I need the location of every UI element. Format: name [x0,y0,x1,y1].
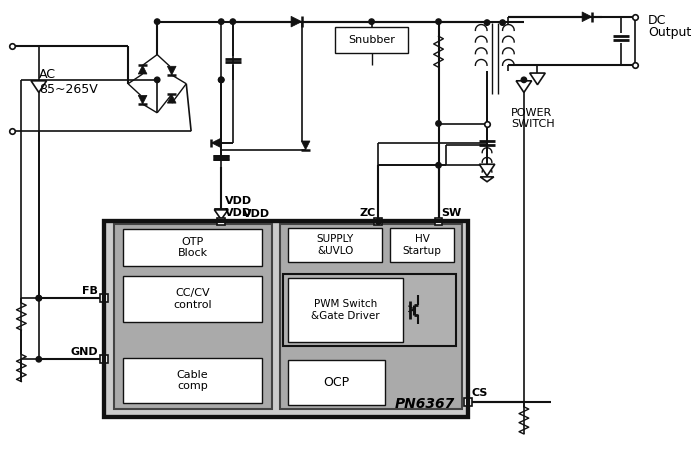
Polygon shape [138,95,147,104]
Bar [288,360,385,405]
Text: SW: SW [441,208,461,218]
Circle shape [369,19,375,24]
Bar [123,358,262,403]
Circle shape [218,77,224,83]
Bar [100,355,108,363]
Text: OCP: OCP [324,376,350,389]
Circle shape [376,219,381,224]
Circle shape [230,19,236,24]
Polygon shape [167,66,176,75]
Text: VDD: VDD [225,208,252,218]
Text: PN6367: PN6367 [395,397,455,411]
Bar [280,224,461,408]
Text: AC
85~265V: AC 85~265V [39,68,97,96]
Bar [284,274,456,346]
Bar [104,221,468,418]
Text: PWM Switch
&Gate Driver: PWM Switch &Gate Driver [311,299,379,321]
Bar [218,218,225,225]
Bar [288,228,382,262]
Circle shape [500,20,505,25]
Bar [104,221,468,418]
Circle shape [218,19,224,24]
Polygon shape [167,95,176,103]
Polygon shape [215,209,228,218]
Text: FB: FB [82,286,98,296]
Circle shape [36,295,42,301]
Circle shape [36,295,42,301]
Text: SUPPLY
&UVLO: SUPPLY &UVLO [317,235,354,256]
Bar [100,294,108,302]
Bar [464,398,471,406]
Text: POWER
SWITCH: POWER SWITCH [512,108,555,130]
Polygon shape [138,65,147,74]
Bar [390,228,454,262]
Text: GND: GND [70,348,98,358]
Circle shape [436,162,441,168]
Bar [335,28,409,53]
Polygon shape [516,81,532,93]
Text: VDD: VDD [225,196,252,206]
Text: OTP
Block: OTP Block [177,237,208,258]
Bar [123,229,262,266]
Circle shape [154,19,160,24]
Circle shape [436,121,441,126]
Bar [123,276,262,323]
Circle shape [376,219,381,224]
Bar [288,278,402,342]
Circle shape [36,357,42,362]
Circle shape [436,19,441,24]
Bar [113,224,272,408]
Text: VDD: VDD [243,209,270,218]
Text: Output: Output [648,26,692,39]
Circle shape [521,77,527,83]
Bar [375,218,382,225]
Polygon shape [480,164,495,176]
Polygon shape [301,141,310,150]
Text: Cable
comp: Cable comp [177,370,208,391]
Text: HV
Startup: HV Startup [402,235,441,256]
Text: CC/CV
control: CC/CV control [173,288,212,310]
Text: CS: CS [471,388,488,398]
Polygon shape [31,81,47,93]
Polygon shape [530,73,546,85]
Bar [434,218,443,225]
Circle shape [218,77,224,83]
Circle shape [154,77,160,83]
Polygon shape [215,210,228,219]
Polygon shape [582,12,592,22]
Polygon shape [291,16,302,27]
Text: DC: DC [648,14,667,27]
Circle shape [484,20,490,25]
Text: Snubber: Snubber [348,35,395,45]
Polygon shape [211,139,220,147]
Polygon shape [480,177,494,182]
Text: ZC: ZC [359,208,375,218]
